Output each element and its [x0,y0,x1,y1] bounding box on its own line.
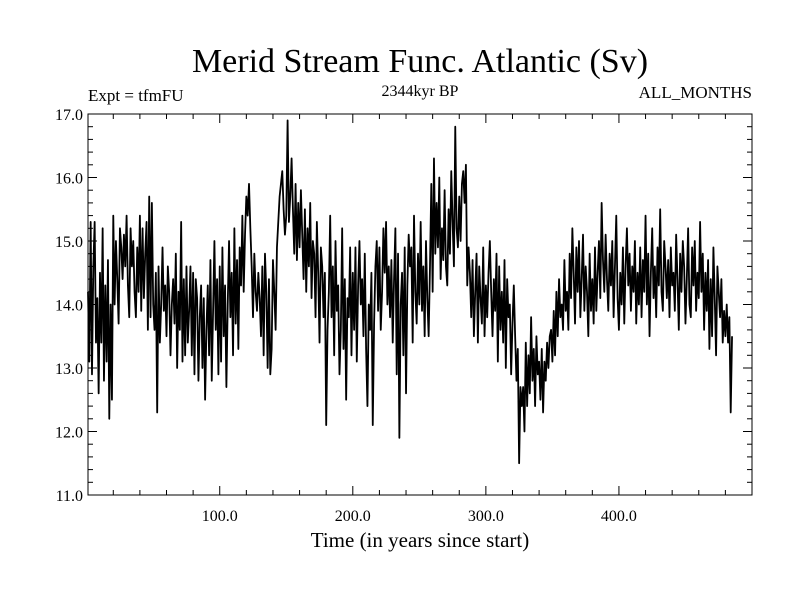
x-tick-label: 300.0 [468,508,504,525]
x-tick-label: 400.0 [601,508,637,525]
y-tick-label: 17.0 [55,107,83,124]
experiment-label: Expt = tfmFU [88,86,184,105]
x-axis-label: Time (in years since start) [311,528,530,552]
y-tick-label: 13.0 [55,361,83,378]
y-tick-label: 11.0 [56,488,83,505]
plot-frame [87,113,753,496]
y-tick-label: 14.0 [55,298,83,315]
x-tick-label: 100.0 [202,508,238,525]
y-axis-tick-labels: 11.0 12.0 13.0 14.0 15.0 16.0 17.0 [55,107,83,505]
months-label: ALL_MONTHS [639,83,752,102]
y-tick-label: 15.0 [55,234,83,251]
x-tick-label: 200.0 [335,508,371,525]
y-tick-label: 12.0 [55,425,83,442]
y-tick-label: 16.0 [55,171,83,188]
series-line [87,119,733,465]
x-axis-tick-labels: 100.0 200.0 300.0 400.0 [202,508,637,525]
chart-title: Merid Stream Func. Atlantic (Sv) [192,43,648,80]
period-label: 2344kyr BP [382,83,459,100]
